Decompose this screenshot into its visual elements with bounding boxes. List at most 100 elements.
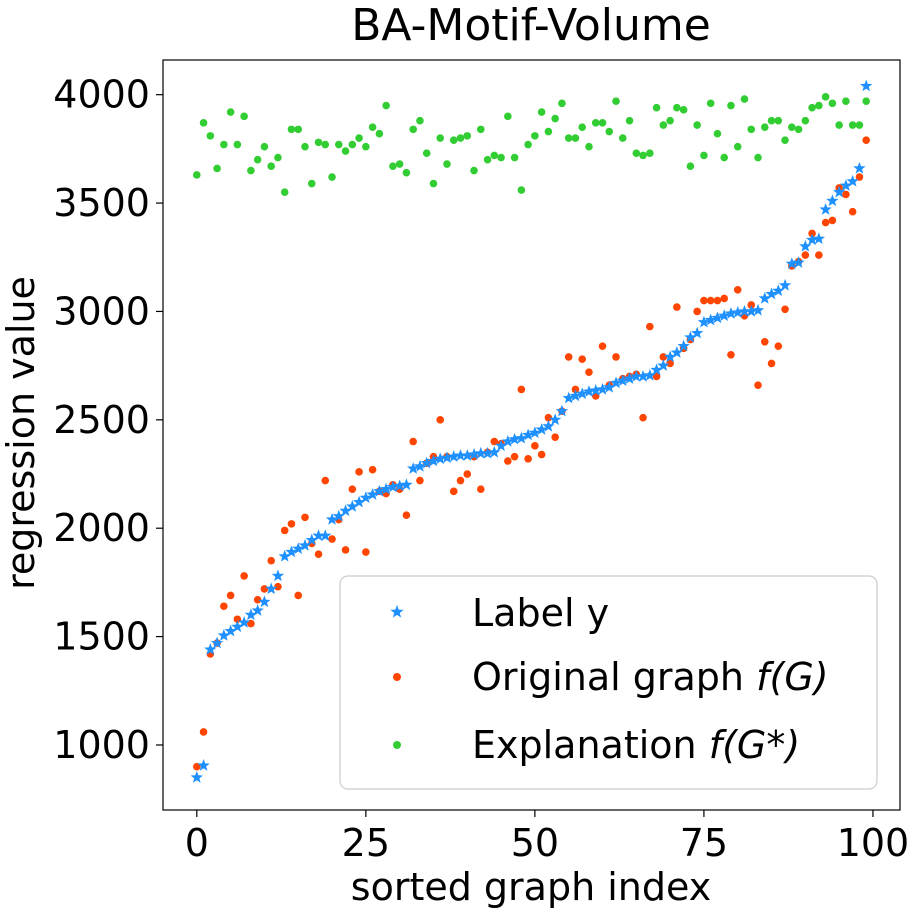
x-axis-label: sorted graph index — [351, 865, 711, 909]
explanation-point — [760, 123, 769, 131]
explanation-point — [463, 132, 472, 140]
explanation-point — [341, 147, 350, 155]
label-y-point — [406, 462, 420, 474]
legend-label-original-graph: Original graph f(G) — [472, 655, 829, 699]
y-tick-label: 2000 — [53, 506, 150, 550]
original-graph-point — [666, 359, 674, 368]
original-graph-point — [754, 381, 762, 389]
x-tick-label: 50 — [511, 821, 559, 865]
label-y-point — [772, 284, 785, 297]
label-y-point — [265, 582, 278, 595]
label-y-point — [501, 435, 515, 447]
explanation-point — [673, 103, 681, 112]
original-graph-point — [544, 413, 553, 422]
explanation-point — [429, 179, 438, 188]
label-y-point — [359, 491, 373, 504]
y-tick-label: 1000 — [53, 723, 150, 767]
label-y-point — [792, 256, 805, 268]
explanation-point — [788, 123, 796, 131]
label-y-point — [521, 428, 535, 441]
explanation-point — [740, 95, 749, 103]
label-y-point — [204, 643, 217, 655]
explanation-point — [754, 153, 762, 162]
original-graph-point — [564, 353, 573, 361]
explanation-point — [267, 162, 275, 171]
explanation-point — [700, 151, 708, 160]
label-y-point — [244, 608, 258, 621]
label-y-point — [663, 350, 677, 363]
explanation-point — [389, 162, 397, 171]
label-y-point — [467, 448, 481, 460]
label-y-point — [697, 315, 711, 328]
original-graph-point — [280, 526, 289, 535]
original-graph-point — [260, 585, 269, 593]
label-y-point — [758, 291, 771, 304]
original-graph-point — [848, 207, 857, 216]
label-y-point — [332, 509, 345, 522]
original-graph-point — [517, 385, 526, 394]
explanation-point — [632, 149, 641, 158]
label-y-point — [589, 384, 602, 396]
label-y-point — [846, 174, 859, 187]
explanation-point — [443, 160, 451, 168]
explanation-point — [571, 134, 580, 142]
explanation-point — [240, 112, 248, 121]
x-tick-label: 100 — [837, 821, 910, 865]
original-graph-point — [463, 470, 472, 478]
label-y-point — [224, 624, 237, 637]
legend-marker-explanation — [393, 741, 401, 749]
original-graph-point — [247, 619, 255, 628]
explanation-point — [524, 140, 532, 149]
label-y-point — [684, 330, 697, 343]
explanation-point — [247, 166, 255, 175]
label-y-point — [555, 404, 569, 417]
legend-dot-icon — [393, 673, 401, 681]
explanation-point — [551, 114, 559, 123]
original-graph-point — [801, 251, 810, 259]
original-graph-point — [240, 572, 248, 580]
label-y-point — [379, 482, 393, 495]
original-graph-point — [821, 218, 830, 227]
explanation-point — [801, 116, 810, 125]
y-tick-label: 1500 — [53, 615, 150, 659]
original-graph-point — [652, 372, 661, 381]
legend-box — [339, 575, 878, 790]
y-tick-label: 4000 — [53, 73, 150, 117]
original-graph-point — [612, 353, 620, 361]
label-y-point — [373, 484, 386, 497]
label-y-point — [454, 449, 467, 461]
y-tick-label: 3000 — [53, 289, 150, 333]
chart-title: BA-Motif-Volume — [351, 0, 711, 51]
label-y-point — [718, 309, 731, 322]
explanation-point — [355, 134, 363, 142]
explanation-point — [598, 119, 607, 127]
original-graph-point — [585, 368, 593, 376]
label-y-point — [352, 495, 366, 508]
label-y-point — [657, 359, 670, 371]
label-y-point — [251, 604, 264, 616]
original-graph-point — [416, 476, 424, 485]
label-y-point — [650, 363, 663, 376]
original-graph-point — [815, 251, 823, 259]
explanation-point — [497, 153, 505, 162]
label-y-point — [420, 456, 433, 469]
original-graph-point — [673, 303, 681, 311]
label-y-point — [765, 287, 778, 300]
explanation-point — [848, 121, 857, 129]
label-y-point — [339, 504, 352, 517]
label-y-point — [427, 454, 440, 467]
label-y-point — [210, 636, 224, 649]
label-y-point — [677, 339, 690, 352]
explanation-point — [767, 116, 776, 125]
explanation-point — [402, 168, 411, 177]
legend-label-y: Label y — [472, 591, 609, 635]
original-graph-point — [341, 546, 350, 554]
label-y-point — [596, 382, 609, 395]
original-graph-point — [842, 190, 850, 199]
label-y-point — [366, 488, 379, 500]
explanation-point — [328, 173, 336, 181]
label-y-point — [474, 446, 487, 459]
y-axis-label: regression value — [0, 276, 43, 590]
x-tick-label: 25 — [342, 821, 390, 865]
explanation-point — [774, 116, 783, 125]
